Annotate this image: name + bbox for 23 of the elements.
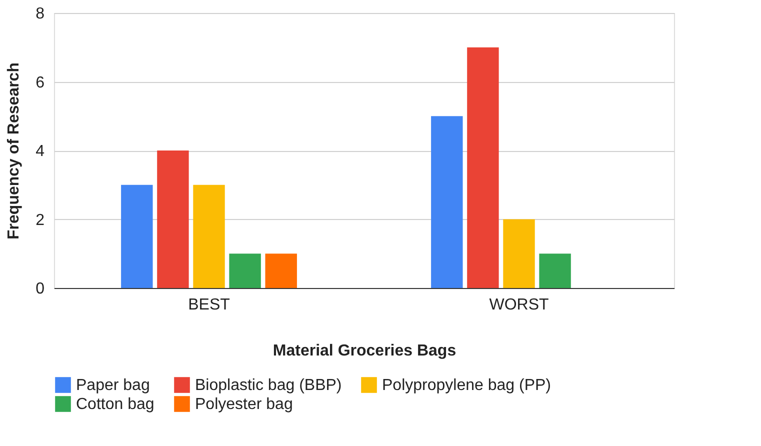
bar [539,254,571,288]
bar [157,150,189,288]
y-tick-label: 8 [36,6,45,22]
bar [467,47,499,288]
x-axis-title: Material Groceries Bags [272,342,456,360]
y-tick-label: 2 [36,212,45,229]
bar [265,254,297,288]
legend-label: Paper bag [76,377,150,394]
x-tick-label: WORST [489,296,549,314]
legend-label: Polyester bag [195,396,293,413]
y-tick-label: 0 [36,280,45,298]
bar [121,184,153,288]
bar [193,184,225,288]
bar [503,219,535,288]
y-tick-label: 4 [36,143,45,160]
x-tick-label: BEST [188,296,230,314]
legend-label: Bioplastic bag (BBP) [195,377,342,394]
legend-label: Cotton bag [76,396,154,413]
y-tick-label: 6 [36,74,45,92]
y-axis-title: Frequency of Research [6,62,23,240]
bar [229,254,261,288]
bar [431,116,463,288]
legend-label: Polypropylene bag (PP) [382,377,551,394]
